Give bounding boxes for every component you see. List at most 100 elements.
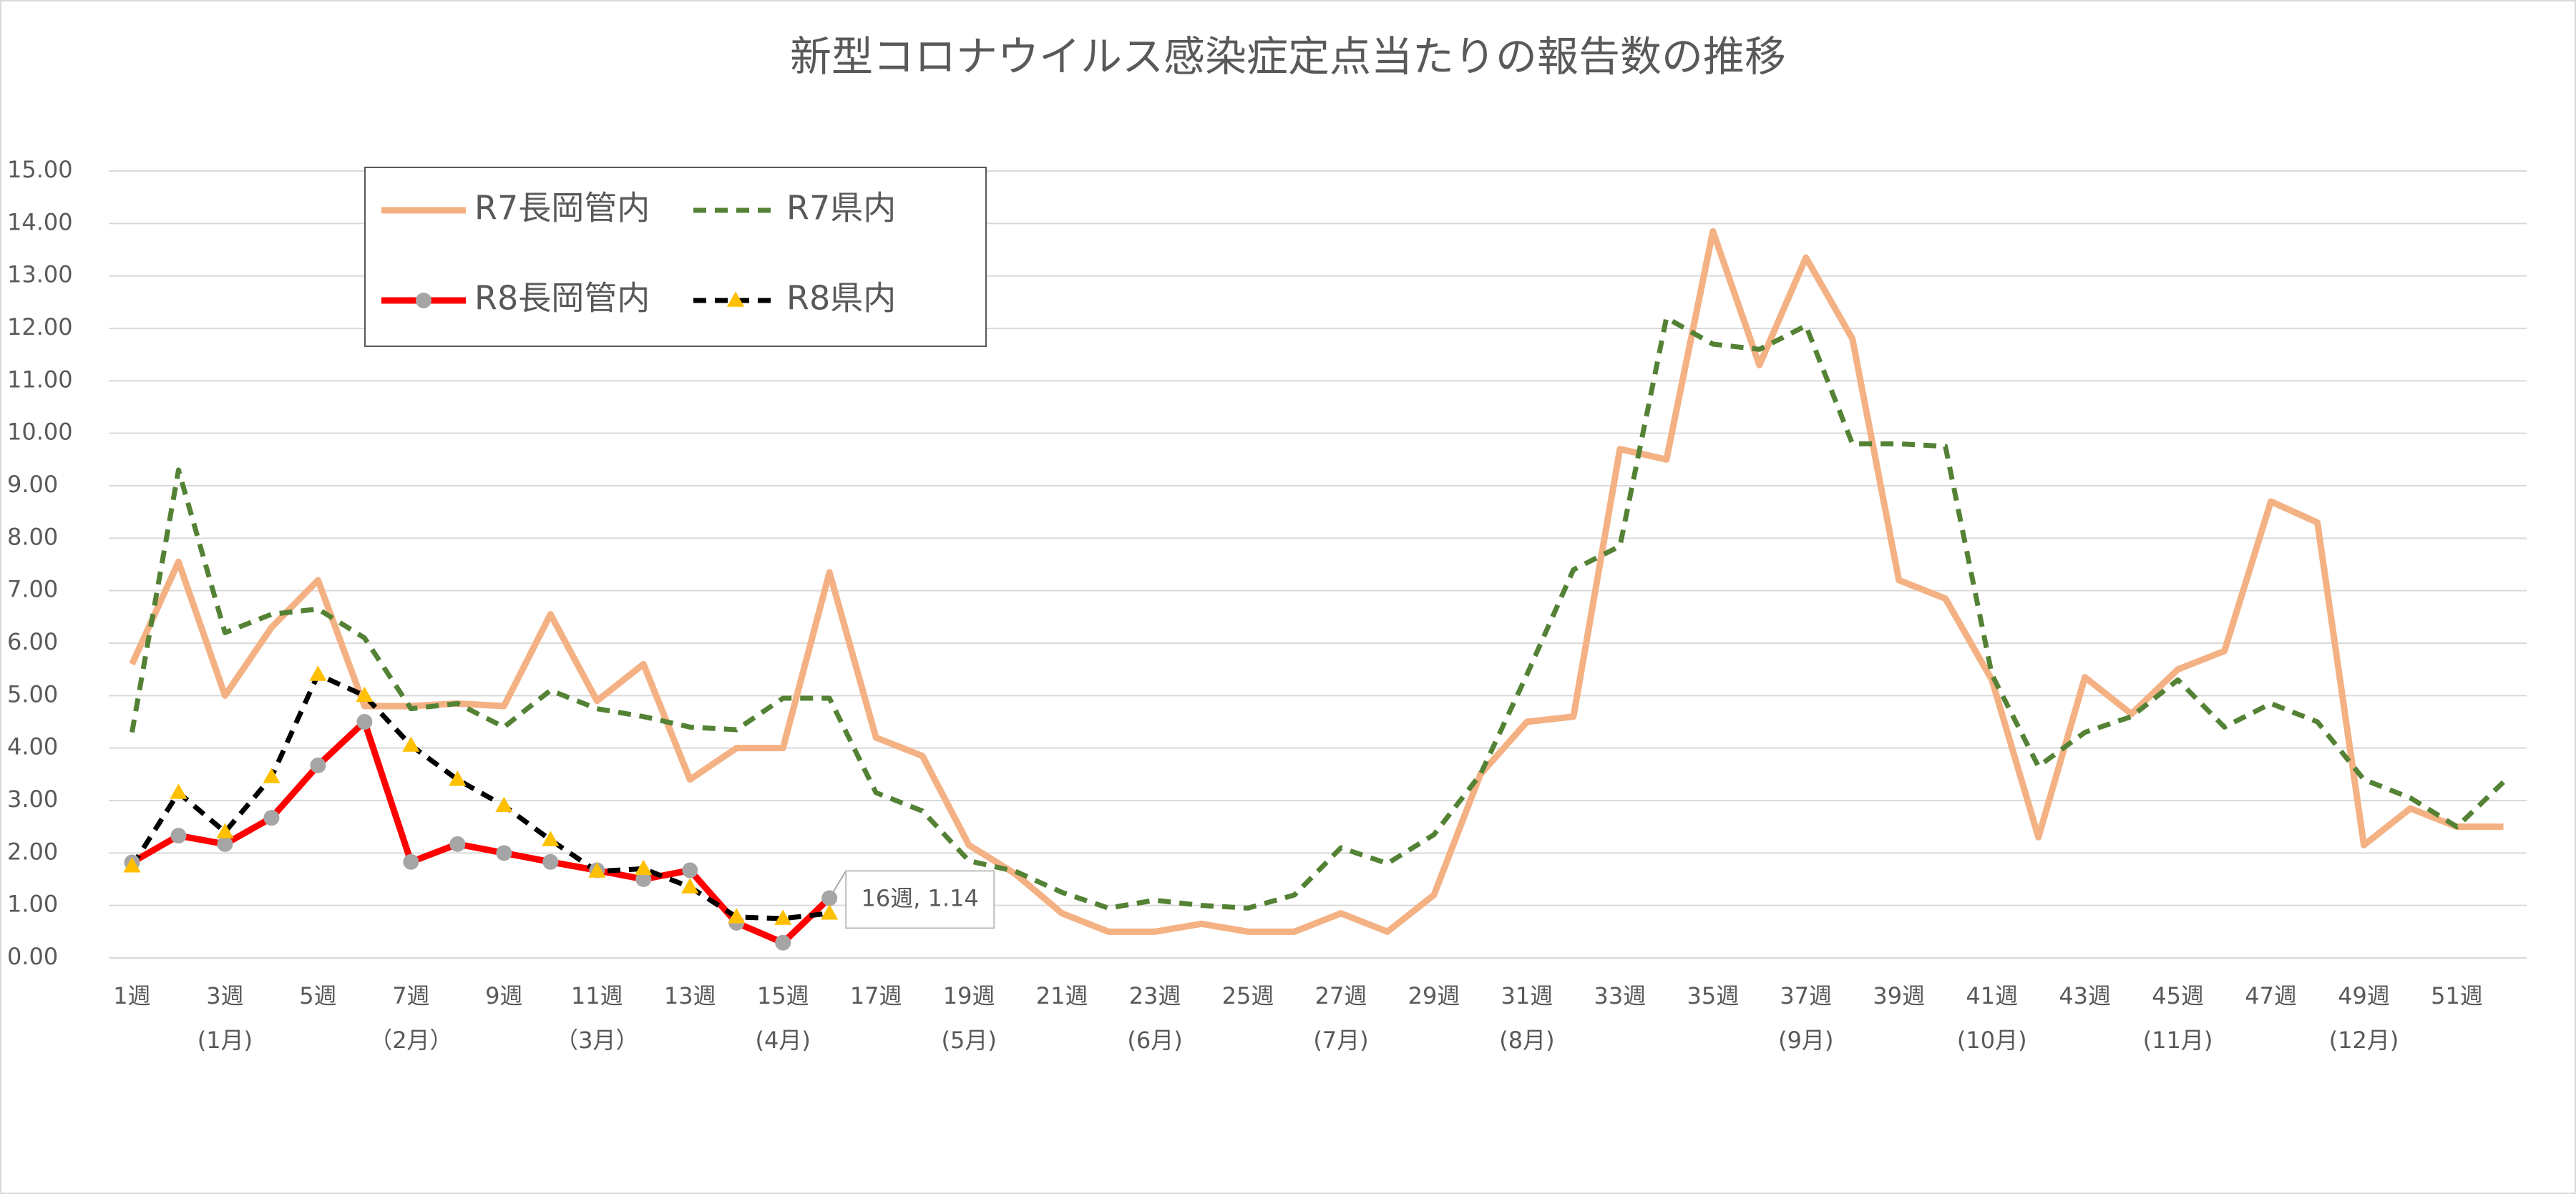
x-tick-label: 25週 bbox=[1222, 982, 1274, 1009]
x-tick-label: 19週 bbox=[943, 982, 995, 1009]
x-tick-label: 45週 bbox=[2152, 982, 2204, 1009]
point-marker bbox=[356, 714, 373, 730]
x-tick-label: 27週 bbox=[1315, 982, 1367, 1009]
point-marker bbox=[402, 736, 420, 752]
x-tick-label: 9週 bbox=[485, 982, 522, 1009]
month-label: (4月) bbox=[756, 1027, 811, 1054]
x-tick-label: 3週 bbox=[206, 982, 243, 1009]
legend-label: R8長岡管内 bbox=[474, 279, 650, 318]
point-marker bbox=[635, 871, 652, 887]
x-tick-label: 43週 bbox=[2059, 982, 2111, 1009]
legend-box bbox=[364, 167, 987, 347]
point-marker bbox=[356, 686, 374, 703]
y-tick-label: 0.00 bbox=[7, 943, 58, 970]
x-tick-label: 31週 bbox=[1501, 982, 1553, 1009]
x-tick-label: 21週 bbox=[1036, 982, 1088, 1009]
x-tick-label: 11週 bbox=[571, 982, 623, 1009]
month-label: (9月) bbox=[1778, 1027, 1833, 1054]
month-label: (6月) bbox=[1127, 1027, 1182, 1054]
month-label: (5月) bbox=[941, 1027, 996, 1054]
x-tick-label: 39週 bbox=[1873, 982, 1925, 1009]
y-tick-label: 12.00 bbox=[7, 313, 73, 341]
x-tick-label: 1週 bbox=[113, 982, 150, 1009]
point-marker bbox=[495, 796, 513, 813]
month-label: (12月) bbox=[2329, 1027, 2399, 1054]
point-marker bbox=[170, 783, 187, 799]
data-label: 16週, 1.14 bbox=[862, 884, 979, 911]
point-marker bbox=[170, 828, 187, 844]
point-marker bbox=[216, 823, 234, 838]
month-label: (8月) bbox=[1499, 1027, 1554, 1054]
point-marker bbox=[635, 859, 653, 876]
legend-label: R7長岡管内 bbox=[474, 189, 650, 227]
x-tick-label: 15週 bbox=[757, 982, 809, 1009]
x-tick-label: 47週 bbox=[2245, 982, 2297, 1009]
series-line bbox=[130, 672, 830, 921]
point-marker bbox=[263, 768, 280, 783]
point-marker bbox=[309, 665, 327, 681]
month-label: (11月) bbox=[2143, 1027, 2213, 1054]
point-marker bbox=[726, 291, 745, 307]
point-marker bbox=[542, 831, 560, 846]
plot-area: 16週, 1.14 bbox=[123, 227, 2505, 951]
point-marker bbox=[263, 810, 280, 826]
y-tick-label: 3.00 bbox=[7, 786, 58, 813]
y-tick-label: 11.00 bbox=[7, 366, 73, 393]
point-marker bbox=[821, 904, 839, 920]
point-marker bbox=[449, 836, 466, 852]
x-tick-label: 17週 bbox=[850, 982, 902, 1009]
x-tick-label: 51週 bbox=[2431, 982, 2483, 1009]
point-marker bbox=[728, 908, 746, 924]
legend-label: R8県内 bbox=[786, 279, 896, 318]
y-tick-label: 5.00 bbox=[7, 680, 58, 708]
point-marker bbox=[496, 845, 512, 861]
y-tick-label: 14.00 bbox=[7, 208, 73, 235]
x-tick-label: 49週 bbox=[2338, 982, 2390, 1009]
y-tick-label: 7.00 bbox=[7, 576, 58, 603]
callout-box bbox=[845, 870, 995, 929]
month-label: （3月） bbox=[555, 1027, 638, 1054]
point-marker bbox=[403, 853, 419, 870]
x-tick-label: 29週 bbox=[1408, 982, 1460, 1009]
series-line bbox=[130, 718, 832, 946]
callout-leader bbox=[829, 870, 847, 899]
month-label: (1月) bbox=[197, 1027, 253, 1054]
x-tick-label: 13週 bbox=[664, 982, 716, 1009]
month-label: （2月） bbox=[369, 1027, 452, 1054]
point-marker bbox=[449, 770, 467, 786]
x-tick-label: 41週 bbox=[1966, 982, 2018, 1009]
x-tick-label: 7週 bbox=[392, 982, 429, 1009]
point-marker bbox=[416, 293, 431, 308]
point-marker bbox=[775, 934, 791, 951]
point-marker bbox=[310, 757, 326, 773]
x-tick-label: 37週 bbox=[1780, 982, 1832, 1009]
x-tick-label: 35週 bbox=[1687, 982, 1739, 1009]
point-marker bbox=[681, 878, 699, 894]
point-marker bbox=[123, 857, 141, 873]
y-tick-label: 15.00 bbox=[7, 156, 73, 183]
month-label: (10月) bbox=[1957, 1027, 2027, 1054]
y-tick-label: 10.00 bbox=[7, 419, 73, 446]
point-marker bbox=[682, 862, 698, 879]
point-marker bbox=[774, 909, 792, 925]
y-tick-label: 8.00 bbox=[7, 523, 58, 550]
series-line bbox=[130, 315, 2505, 911]
point-marker bbox=[217, 836, 233, 852]
point-marker bbox=[588, 862, 606, 878]
series-line bbox=[129, 227, 2504, 935]
y-tick-label: 1.00 bbox=[7, 891, 58, 918]
month-label: (7月) bbox=[1313, 1027, 1368, 1054]
y-tick-label: 6.00 bbox=[7, 628, 58, 655]
y-tick-label: 13.00 bbox=[7, 261, 73, 288]
point-marker bbox=[542, 853, 559, 870]
x-tick-label: 33週 bbox=[1594, 982, 1646, 1009]
x-tick-label: 5週 bbox=[299, 982, 336, 1009]
legend-label: R7県内 bbox=[786, 189, 896, 227]
y-tick-label: 9.00 bbox=[7, 471, 58, 498]
y-tick-label: 2.00 bbox=[7, 838, 58, 865]
y-tick-label: 4.00 bbox=[7, 733, 58, 760]
chart-title: 新型コロナウイルス感染症定点当たりの報告数の推移 bbox=[790, 32, 1786, 81]
x-tick-label: 23週 bbox=[1129, 982, 1181, 1009]
legend: R7長岡管内 R7県内 R8長岡管内 R8県内 bbox=[364, 167, 987, 347]
